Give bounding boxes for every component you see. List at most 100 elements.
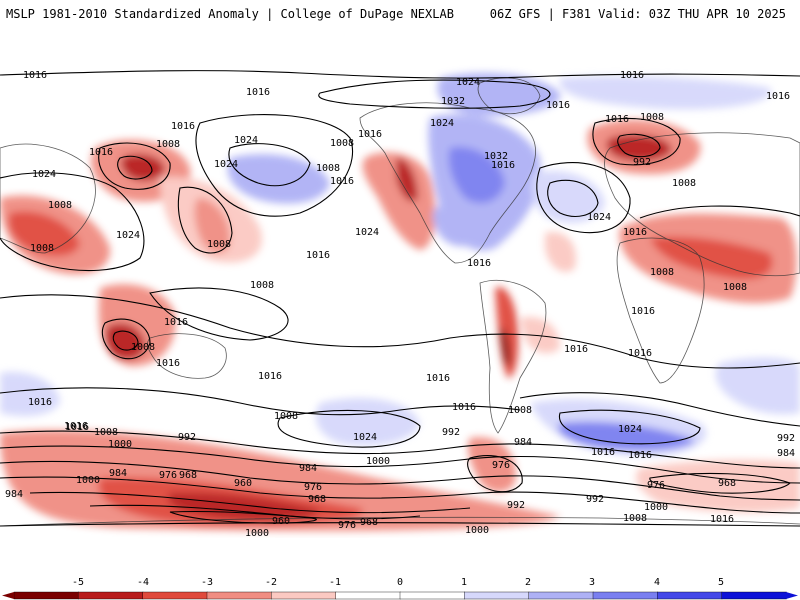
contour-label: 960 <box>234 478 252 489</box>
isobar-1024-south-atlantic <box>558 409 701 445</box>
contour-label: 1016 <box>330 176 354 187</box>
isobar-992-north-atlantic <box>617 133 661 158</box>
contour-label: 1024 <box>353 432 377 443</box>
isobar-960-southern <box>169 510 317 524</box>
contour-label: 1016 <box>358 129 382 140</box>
contour-label: 1016 <box>426 373 450 384</box>
isobar-1008-tropics <box>149 287 289 341</box>
antarctica-outline <box>0 516 800 527</box>
isobar-1016-atlantic <box>536 162 631 234</box>
contour-label: 1016 <box>766 91 790 102</box>
colorbar-swatch <box>78 591 144 600</box>
neg-anomaly-southern-ocean-deep <box>167 492 320 521</box>
contour-label: 1016 <box>564 344 588 355</box>
contour-label: 1024 <box>355 227 379 238</box>
isobar-1024-atlantic <box>547 179 599 217</box>
colorbar-tick-label: 0 <box>397 577 403 588</box>
contour-label: 1008 <box>131 342 155 353</box>
contour-label: 1024 <box>214 159 238 170</box>
colorbar-swatch <box>592 591 659 600</box>
contour-label: 1016 <box>710 514 734 525</box>
contour-label: 1000 <box>366 456 390 467</box>
contour-label: 1024 <box>234 135 258 146</box>
neg-anomaly-atlantic-core <box>606 134 672 162</box>
contour-label: 976 <box>304 482 322 493</box>
neg-anomaly-hudson <box>545 232 576 272</box>
isobar-1008-philippines <box>101 318 151 360</box>
contour-label: 968 <box>308 494 326 505</box>
neg-anomaly-south-atlantic <box>520 317 560 354</box>
contour-label: 1016 <box>23 70 47 81</box>
contour-label: 1008 <box>723 282 747 293</box>
contour-label: 992 <box>633 157 651 168</box>
isobar-968-south-indian <box>649 472 792 494</box>
contour-label: 1000 <box>108 439 132 450</box>
pos-anomaly-indian-ocean <box>715 357 800 415</box>
contour-label: 976 <box>492 460 510 471</box>
contour-label: 1008 <box>330 138 354 149</box>
contour-label: 1016 <box>623 227 647 238</box>
contour-label: 992 <box>442 427 460 438</box>
contour-label: 1008 <box>30 243 54 254</box>
contour-label: 1016 <box>546 100 570 111</box>
isobar-1016-north <box>0 70 800 79</box>
model-run-info: 06Z GFS | F381 Valid: 03Z THU APR 10 202… <box>489 7 786 21</box>
colorbar-swatch <box>399 591 466 600</box>
isobar-1000-aleutian-inner <box>117 155 153 180</box>
contour-label: 1008 <box>316 163 340 174</box>
contour-label: 992 <box>507 500 525 511</box>
map-header: MSLP 1981-2010 Standardized Anomaly | Co… <box>0 0 800 28</box>
contour-label: 1024 <box>587 212 611 223</box>
contour-label: 1008 <box>94 427 118 438</box>
contour-label: 1008 <box>623 513 647 524</box>
isobar-1008-north-atlantic <box>592 117 681 166</box>
contour-label: 1008 <box>274 411 298 422</box>
contour-label: 1008 <box>207 239 231 250</box>
contour-label: 1016 <box>164 317 188 328</box>
coastlines <box>0 77 800 527</box>
contour-label: 1016 <box>156 358 180 369</box>
colorbar-tick-label: -5 <box>72 577 84 588</box>
contour-label: 1008 <box>250 280 274 291</box>
contour-label: 1008 <box>672 178 696 189</box>
anomaly-colorbar: -5 -4 -3 -2 -1 0 1 2 3 4 5 <box>2 577 798 600</box>
contour-label: 1016 <box>591 447 615 458</box>
colorbar-left-arrow <box>2 592 14 599</box>
colorbar-tick-label: -2 <box>265 577 277 588</box>
contour-label: 1016 <box>171 121 195 132</box>
colorbar-right-arrow <box>786 592 798 599</box>
pos-anomaly-mexico <box>432 206 478 247</box>
colorbar-swatch <box>464 591 530 600</box>
neg-anomaly-aleutian-core <box>120 153 165 182</box>
contour-label: 1008 <box>508 405 532 416</box>
contour-label: 1016 <box>306 250 330 261</box>
contour-label: 968 <box>179 470 197 481</box>
isobar-1024-north <box>318 79 551 109</box>
contour-label: 1016 <box>620 70 644 81</box>
contour-label: 992 <box>777 433 795 444</box>
neg-anomaly-north-pacific-core <box>194 198 231 254</box>
isobar-1008-aleutian <box>98 142 171 190</box>
contour-label: 1016 <box>65 422 89 433</box>
pos-anomaly-north-pacific-east <box>227 154 330 204</box>
colorbar-tick-label: -3 <box>201 577 213 588</box>
isobar-992-southern <box>0 460 800 501</box>
contour-label: 1024 <box>32 169 56 180</box>
colorbar-tick-labels: -5 -4 -3 -2 -1 0 1 2 3 4 5 <box>72 577 724 588</box>
contour-label: 1008 <box>640 112 664 123</box>
neg-anomaly-eurasia-core <box>650 236 773 280</box>
contour-label: 1016 <box>28 397 52 408</box>
neg-anomaly-andes-core <box>500 327 510 367</box>
africa-outline <box>616 237 705 384</box>
contour-label: 1016 <box>628 348 652 359</box>
contour-label: 968 <box>360 517 378 528</box>
isobar-984-southern <box>0 476 800 514</box>
neg-anomaly-pacific-nw-core <box>396 157 418 202</box>
contour-label: 1016 <box>491 160 515 171</box>
isobar-1000-southern <box>0 445 800 484</box>
colorbar-swatch <box>657 591 723 600</box>
contour-label: 1016 <box>258 371 282 382</box>
isobar-976-south-africa <box>467 455 523 493</box>
contour-label: 1024 <box>116 230 140 241</box>
contour-label: 1024 <box>430 118 454 129</box>
